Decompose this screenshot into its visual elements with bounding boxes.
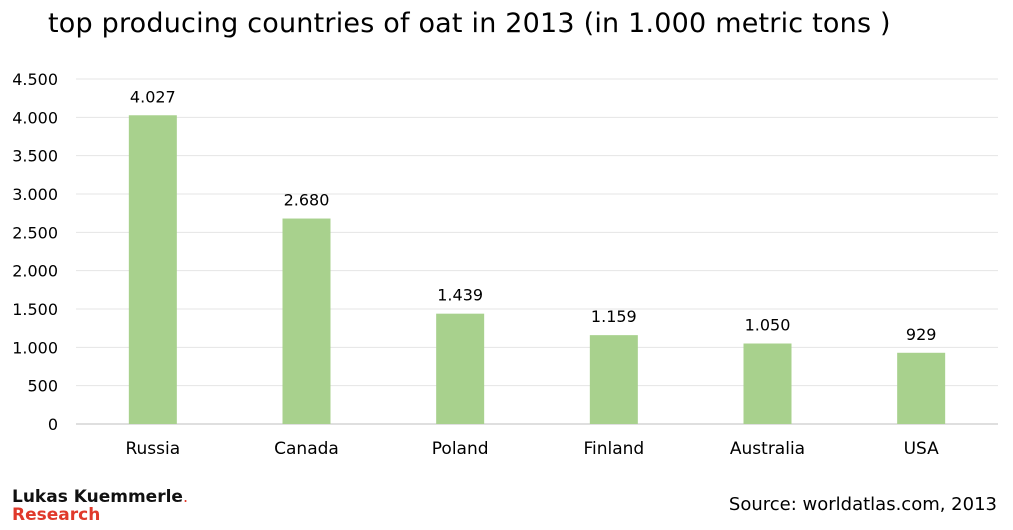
y-tick-label: 2.000 — [12, 262, 58, 281]
data-label: 929 — [906, 325, 937, 344]
x-tick-label: Poland — [432, 439, 489, 459]
bar-chart: 0 500 1.000 1.500 2.000 2.500 3.000 3.500 4.000 4… — [12, 70, 998, 459]
y-tick-label: 4.000 — [12, 108, 58, 127]
logo-line2: Research — [12, 505, 101, 525]
bar — [436, 313, 485, 424]
y-tick-label: 3.000 — [12, 185, 58, 204]
y-tick-label: 500 — [27, 377, 58, 396]
x-tick-label: Russia — [125, 439, 180, 459]
y-tick-label: 1.500 — [12, 300, 58, 319]
data-label: 1.159 — [591, 307, 637, 326]
bar — [128, 115, 177, 424]
bar — [897, 352, 946, 424]
logo: Lukas Kuemmerle. Research — [12, 487, 189, 525]
chart-title: top producing countries of oat in 2013 (… — [48, 8, 891, 39]
y-tick-label: 1.000 — [12, 338, 58, 357]
logo-line1: Lukas Kuemmerle — [12, 487, 183, 507]
data-label: 1.439 — [437, 286, 483, 305]
bar — [589, 335, 638, 424]
data-label: 2.680 — [284, 191, 330, 210]
bar — [743, 343, 792, 424]
data-label: 1.050 — [745, 316, 791, 335]
data-label: 4.027 — [130, 87, 176, 106]
x-tick-label: USA — [904, 439, 940, 459]
x-tick-label: Finland — [583, 439, 644, 459]
logo-dot: . — [182, 487, 189, 506]
y-tick-label: 3.500 — [12, 147, 58, 166]
x-tick-label: Australia — [730, 439, 805, 459]
y-tick-label: 0 — [48, 415, 58, 434]
y-tick-label: 4.500 — [12, 70, 58, 89]
y-tick-label: 2.500 — [12, 223, 58, 242]
x-tick-label: Canada — [274, 439, 339, 459]
source-note: Source: worldatlas.com, 2013 — [728, 494, 997, 515]
bar — [282, 218, 331, 424]
